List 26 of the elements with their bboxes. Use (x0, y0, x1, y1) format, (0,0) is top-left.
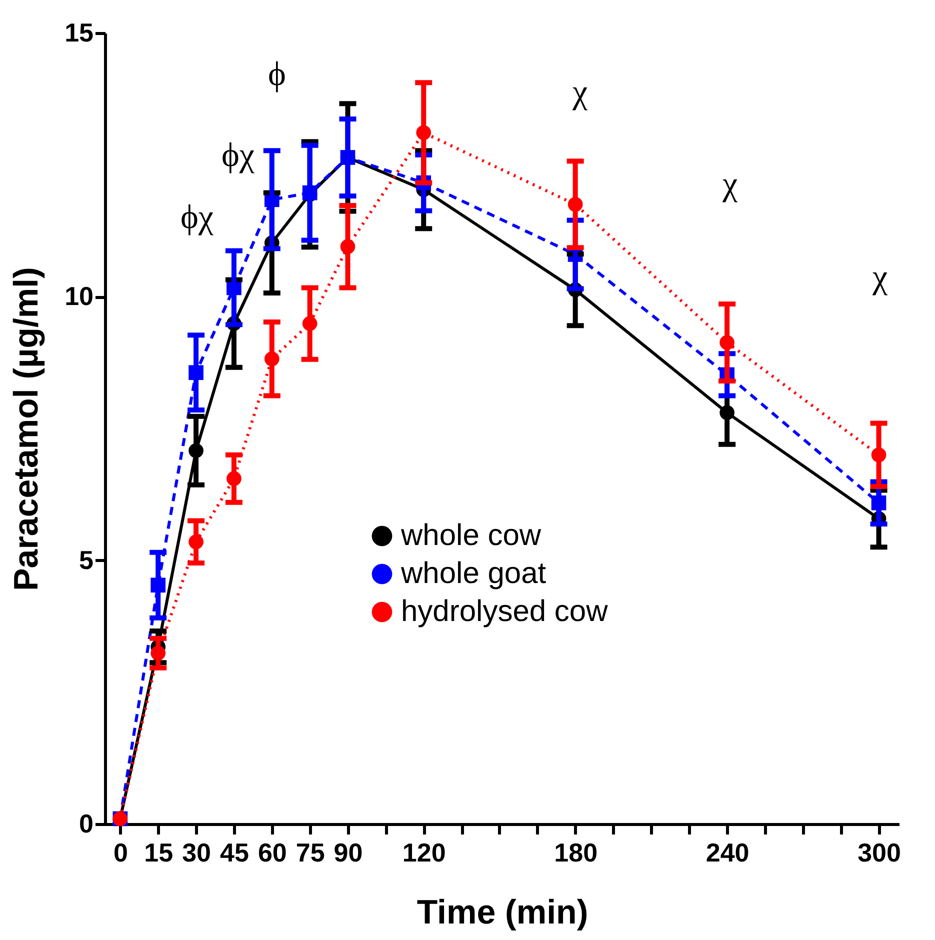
annotation: ϕχ (180, 199, 214, 236)
y-tick-label: 0 (79, 808, 94, 838)
x-tick-label: 75 (296, 838, 325, 868)
x-tick-label: 180 (554, 838, 598, 868)
annotation: χ (721, 166, 738, 203)
x-tick-label: 300 (858, 838, 901, 868)
x-tick-label: 30 (182, 838, 211, 868)
x-tick-label: 60 (258, 838, 287, 868)
x-tick-label: 90 (334, 838, 363, 868)
annotation: χ (871, 259, 888, 296)
y-tick-label: 5 (79, 544, 94, 575)
y-axis-title: Paracetamol (µg/ml) (8, 267, 46, 591)
x-tick-label: 15 (144, 838, 174, 868)
y-tick-label: 15 (64, 18, 94, 48)
x-tick-label: 240 (706, 838, 750, 868)
x-tick-label: 45 (220, 838, 249, 868)
x-axis-title: Time (min) (416, 894, 588, 932)
annotation: ϕ (268, 56, 286, 93)
legend-label: whole cow (400, 519, 542, 552)
legend-label: whole goat (400, 557, 547, 590)
annotation: χ (571, 74, 588, 111)
legend-label: hydrolysed cow (401, 595, 608, 628)
x-tick-label: 120 (402, 838, 446, 868)
annotation: ϕχ (222, 137, 254, 174)
x-tick-label: 0 (113, 838, 128, 868)
y-tick-label: 10 (64, 281, 94, 312)
